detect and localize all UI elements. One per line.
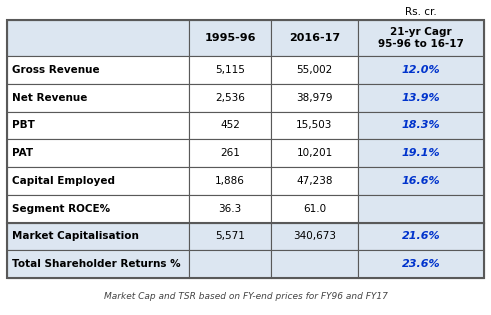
Bar	[7, 222, 189, 250]
Text: 1995-96: 1995-96	[204, 33, 256, 43]
Text: PAT: PAT	[12, 148, 33, 158]
Text: Total Shareholder Returns %: Total Shareholder Returns %	[12, 259, 181, 269]
Bar	[271, 56, 358, 84]
Bar	[271, 139, 358, 167]
Bar	[7, 195, 189, 222]
Text: 2,536: 2,536	[215, 93, 245, 103]
Bar	[358, 56, 484, 84]
Text: 5,115: 5,115	[215, 65, 245, 75]
Text: 21.6%: 21.6%	[402, 232, 440, 241]
Text: 15,503: 15,503	[296, 120, 333, 130]
Text: Market Cap and TSR based on FY-end prices for FY96 and FY17: Market Cap and TSR based on FY-end price…	[104, 292, 387, 301]
Text: Gross Revenue: Gross Revenue	[12, 65, 100, 75]
Text: 340,673: 340,673	[293, 232, 336, 241]
Text: 452: 452	[220, 120, 240, 130]
Bar	[358, 112, 484, 139]
Text: 1,886: 1,886	[215, 176, 245, 186]
Text: 36.3: 36.3	[218, 203, 242, 214]
Bar	[358, 250, 484, 278]
Text: 19.1%: 19.1%	[402, 148, 440, 158]
Bar	[7, 56, 189, 84]
Text: 47,238: 47,238	[296, 176, 333, 186]
Bar	[358, 167, 484, 195]
Bar	[358, 84, 484, 112]
Text: Rs. cr.: Rs. cr.	[405, 7, 437, 17]
Text: 12.0%: 12.0%	[402, 65, 440, 75]
Bar	[7, 84, 189, 112]
Bar	[7, 20, 484, 278]
Text: 55,002: 55,002	[297, 65, 332, 75]
Bar	[189, 167, 271, 195]
Text: 2016-17: 2016-17	[289, 33, 340, 43]
Bar	[7, 250, 189, 278]
Bar	[271, 20, 358, 56]
Bar	[271, 250, 358, 278]
Text: 23.6%: 23.6%	[402, 259, 440, 269]
Bar	[7, 139, 189, 167]
Text: 38,979: 38,979	[296, 93, 333, 103]
Text: 16.6%: 16.6%	[402, 176, 440, 186]
Text: PBT: PBT	[12, 120, 35, 130]
Bar	[7, 112, 189, 139]
Bar	[271, 222, 358, 250]
Text: 13.9%: 13.9%	[402, 93, 440, 103]
Text: 18.3%: 18.3%	[402, 120, 440, 130]
Text: Segment ROCE%: Segment ROCE%	[12, 203, 110, 214]
Text: Capital Employed: Capital Employed	[12, 176, 115, 186]
Bar	[189, 222, 271, 250]
Bar	[7, 167, 189, 195]
Bar	[189, 20, 271, 56]
Text: 261: 261	[220, 148, 240, 158]
Bar	[358, 139, 484, 167]
Bar	[189, 139, 271, 167]
Bar	[358, 222, 484, 250]
Text: 21-yr Cagr
95-96 to 16-17: 21-yr Cagr 95-96 to 16-17	[378, 27, 464, 49]
Bar	[271, 84, 358, 112]
Bar	[189, 250, 271, 278]
Bar	[189, 84, 271, 112]
Bar	[189, 112, 271, 139]
Text: 5,571: 5,571	[215, 232, 245, 241]
Bar	[271, 195, 358, 222]
Text: 10,201: 10,201	[297, 148, 332, 158]
Text: Market Capitalisation: Market Capitalisation	[12, 232, 139, 241]
Bar	[271, 167, 358, 195]
Text: 61.0: 61.0	[303, 203, 326, 214]
Bar	[7, 20, 189, 56]
Bar	[189, 56, 271, 84]
Bar	[189, 195, 271, 222]
Text: Net Revenue: Net Revenue	[12, 93, 87, 103]
Bar	[358, 20, 484, 56]
Bar	[358, 195, 484, 222]
Bar	[271, 112, 358, 139]
